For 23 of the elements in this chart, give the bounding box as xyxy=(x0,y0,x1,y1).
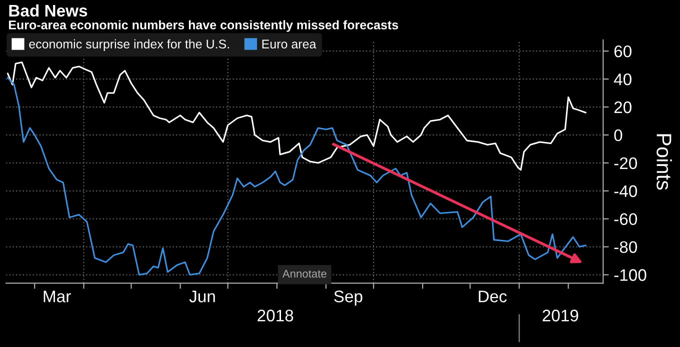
y-tick-label: -80 xyxy=(614,241,638,254)
y-tick-label: 0 xyxy=(614,129,622,142)
x-tick-label: Dec xyxy=(478,290,507,302)
y-tick-label: -20 xyxy=(614,157,638,170)
line-series xyxy=(6,62,587,171)
y-tick-label: 20 xyxy=(614,101,632,114)
annotation: Annotate xyxy=(282,270,326,278)
legend-label: economic surprise index for the U.S. xyxy=(29,39,229,51)
y-tick-label: 40 xyxy=(614,73,632,86)
x-tick-label: Jun xyxy=(189,290,215,302)
x2-tick-label: 2019 xyxy=(542,310,578,322)
y-tick-label: -100 xyxy=(614,269,646,281)
legend-label: Euro area xyxy=(262,40,316,48)
x2-tick-label: 2018 xyxy=(258,310,294,322)
y-tick-label: 60 xyxy=(614,45,632,58)
y-axis-title: Points xyxy=(656,134,672,190)
chart-subtitle: Euro-area economic numbers have consistently missed forecasts xyxy=(8,20,398,32)
y-tick-label: -60 xyxy=(614,213,638,226)
y-tick-label: -40 xyxy=(614,185,638,198)
chart-title: Bad News xyxy=(9,4,88,17)
x-tick-label: Mar xyxy=(44,290,71,302)
line-series xyxy=(6,76,587,276)
x-tick-label: Sep xyxy=(334,290,362,306)
